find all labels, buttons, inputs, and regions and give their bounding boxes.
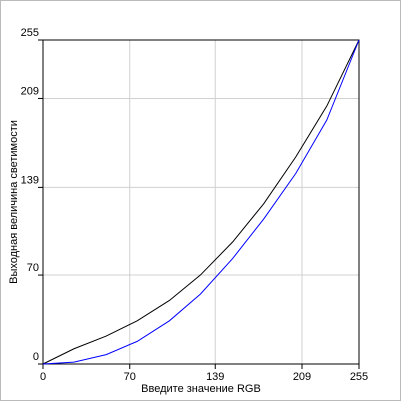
series-line (42, 39, 360, 365)
y-tick-label: 0 (33, 351, 39, 363)
series-line (42, 39, 360, 365)
x-tick-label: 139 (206, 371, 224, 383)
y-tick-label: 209 (21, 85, 39, 97)
plot-border (42, 39, 360, 365)
x-tick-label: 209 (293, 371, 311, 383)
y-tick-label: 139 (21, 174, 39, 186)
x-tick-label: 255 (350, 371, 368, 383)
x-tick-label: 70 (124, 371, 136, 383)
x-tick-label: 0 (40, 371, 46, 383)
y-tick-label: 255 (21, 27, 39, 39)
y-axis-label: Выходная величина светимости (8, 120, 20, 284)
x-axis-label: Введите значение RGB (141, 383, 261, 395)
y-tick-label: 70 (27, 262, 39, 274)
